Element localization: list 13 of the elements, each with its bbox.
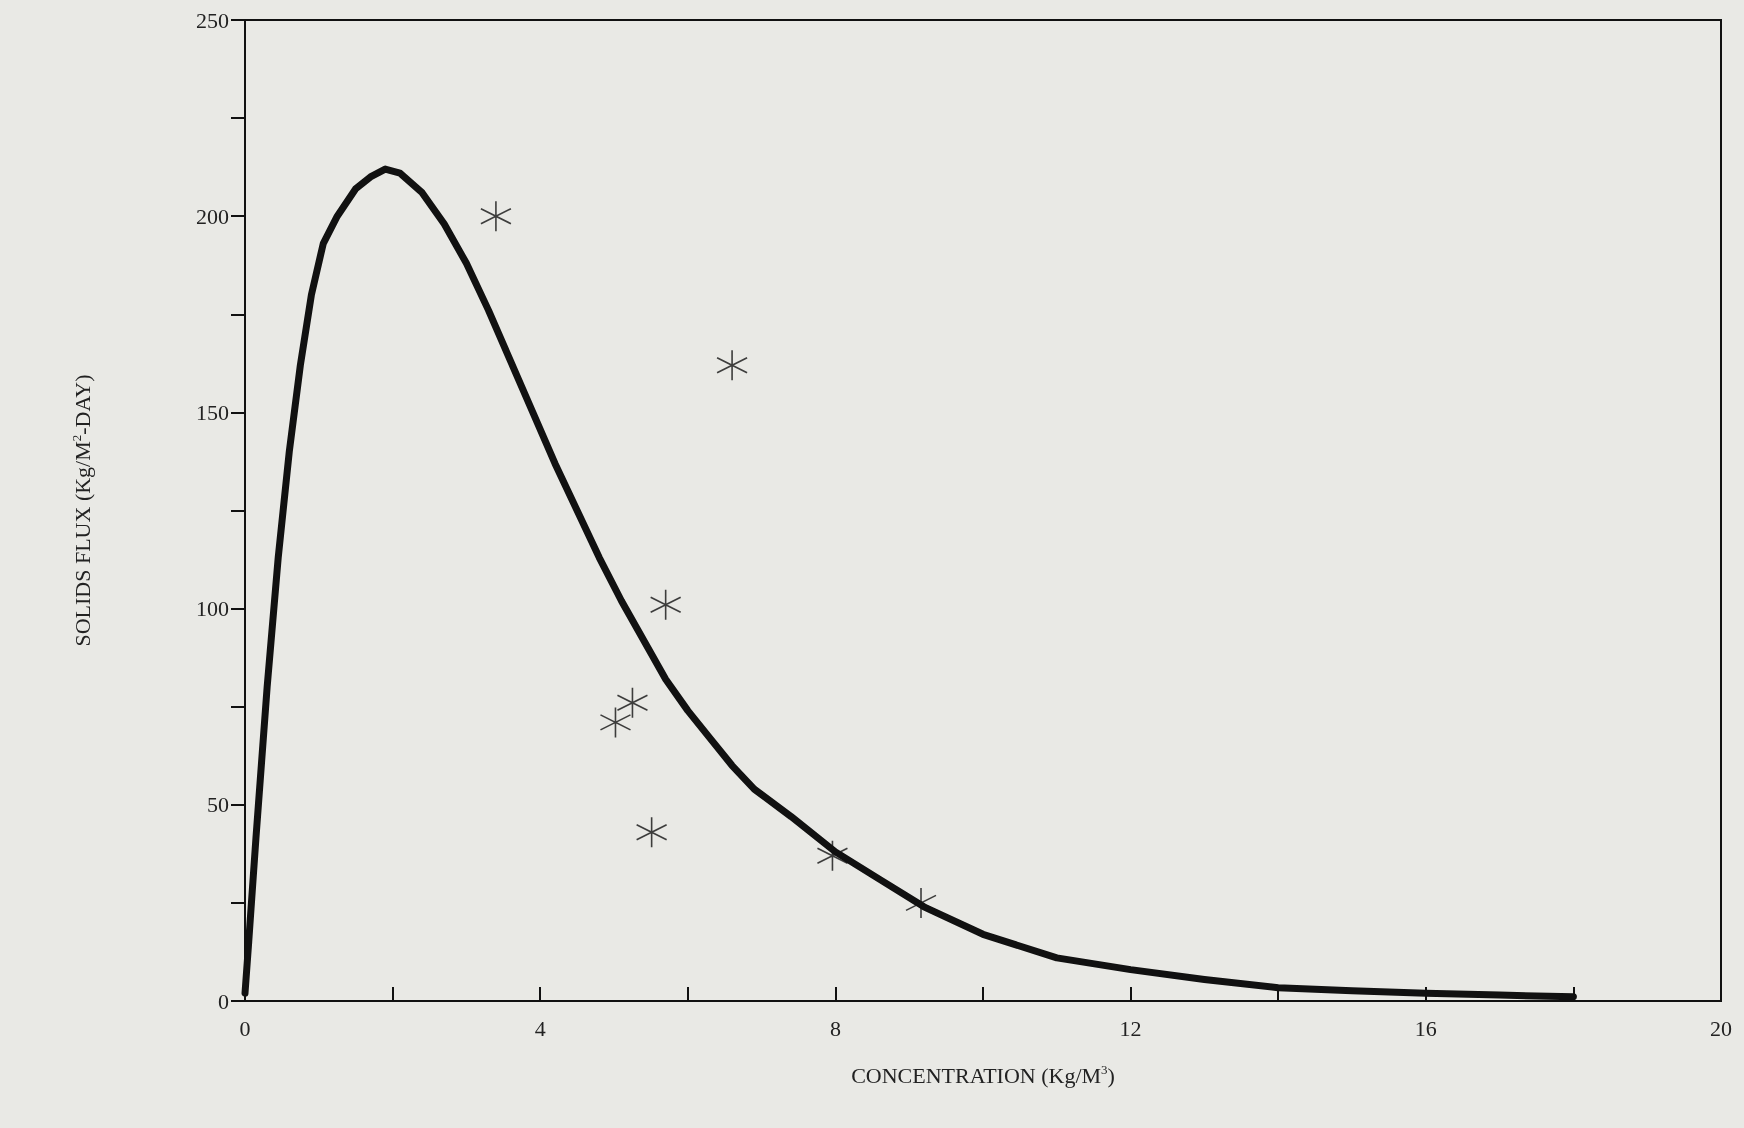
y-tick-label: 0 (218, 988, 229, 1014)
y-tick-label: 250 (196, 7, 229, 33)
y-tick-label: 200 (196, 203, 229, 229)
x-tick-label: 4 (534, 1015, 546, 1041)
y-tick-label: 150 (196, 399, 229, 425)
x-tick-label: 20 (1710, 1015, 1732, 1041)
x-tick-label: 8 (829, 1015, 841, 1041)
x-tick-label: 12 (1119, 1015, 1142, 1041)
y-axis-title: SOLIDS FLUX (Kg/M2-DAY) (69, 374, 95, 647)
y-tick-label: 50 (207, 792, 229, 818)
x-tick-label: 16 (1414, 1015, 1437, 1041)
x-tick-label: 0 (239, 1015, 251, 1041)
y-tick-label: 100 (196, 596, 229, 622)
